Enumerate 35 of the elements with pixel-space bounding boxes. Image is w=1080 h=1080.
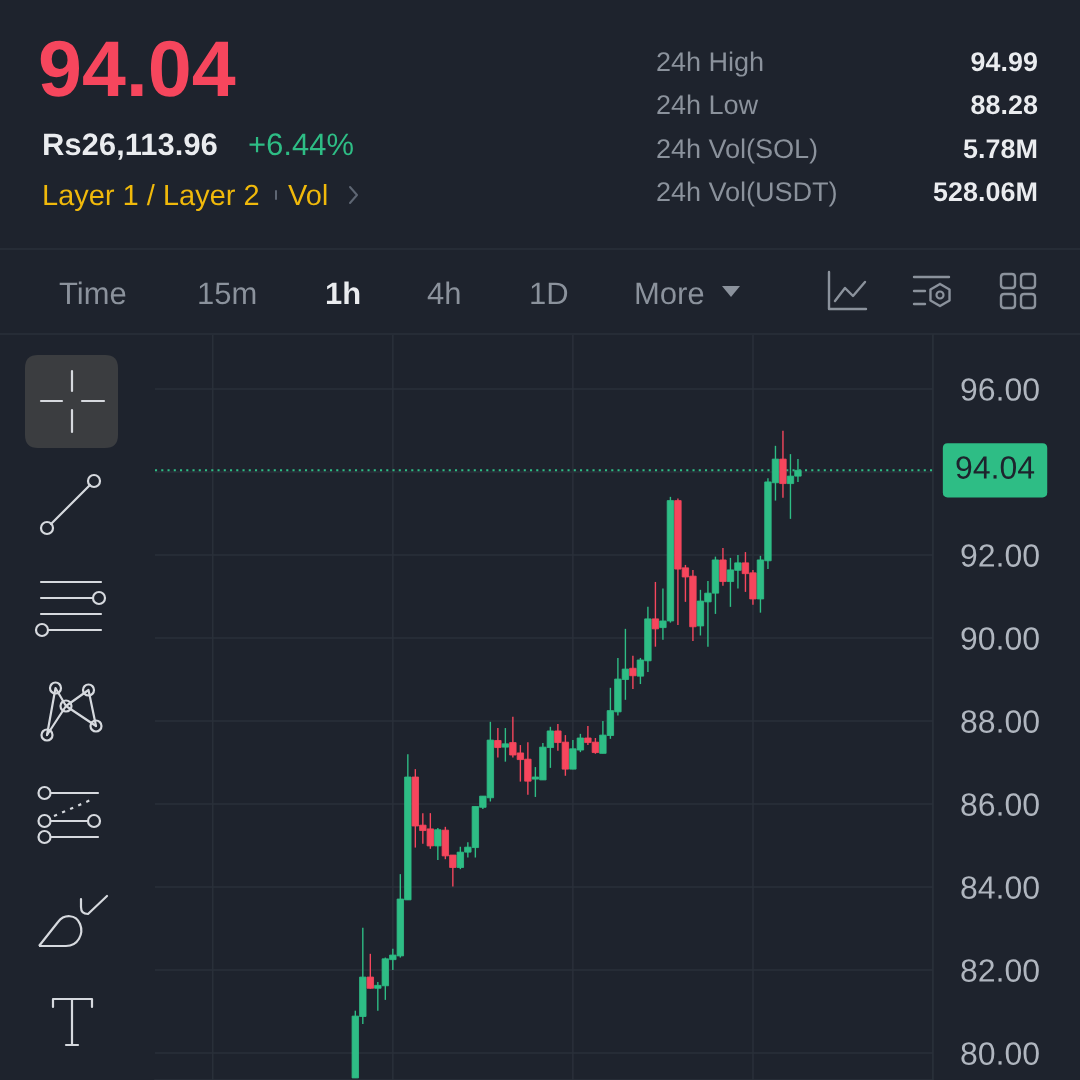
y-tick-label: 86.00 <box>961 793 1039 816</box>
text: 24h Vol(SOL) <box>657 138 817 164</box>
candlestick <box>366 953 374 990</box>
candlestick <box>719 547 727 587</box>
y-tick-label: 82.00 <box>961 959 1039 982</box>
y-tick-label: 92.00 <box>961 544 1039 567</box>
text: Rs26,113.96 <box>44 133 217 160</box>
text: 528.06M <box>933 182 1037 202</box>
chart-title: 94.04 <box>40 40 236 97</box>
text: 5.78M <box>963 139 1037 159</box>
y-tick-label: 96.00 <box>961 378 1039 401</box>
y-tick-label: 84.00 <box>961 876 1039 899</box>
text: Time <box>59 281 126 305</box>
text: 24h High <box>657 51 763 77</box>
text: 15m <box>199 282 256 305</box>
text: 1h <box>326 281 360 304</box>
y-tick-label: 80.00 <box>961 1042 1039 1065</box>
candlestick <box>651 581 660 648</box>
ref-line-label: 94.04 <box>956 456 1035 479</box>
y-tick-label: 90.00 <box>961 627 1039 650</box>
candlestick <box>629 655 637 690</box>
text: 24h Vol(USDT) <box>657 181 836 207</box>
text: Vol <box>288 183 327 206</box>
text: 24h Low <box>657 94 759 115</box>
candlestick <box>501 727 510 763</box>
y-tick-label: 88.00 <box>961 710 1039 733</box>
text: 88.28 <box>971 95 1038 115</box>
text: Layer 1 / Layer 2 <box>44 183 259 212</box>
text: 1D <box>531 282 568 304</box>
text: 94.99 <box>971 52 1038 72</box>
text: 4h <box>427 281 460 304</box>
text: More <box>636 282 704 305</box>
candlestick <box>434 827 442 861</box>
candlestick <box>494 727 502 759</box>
text: +6.44% <box>249 133 353 156</box>
